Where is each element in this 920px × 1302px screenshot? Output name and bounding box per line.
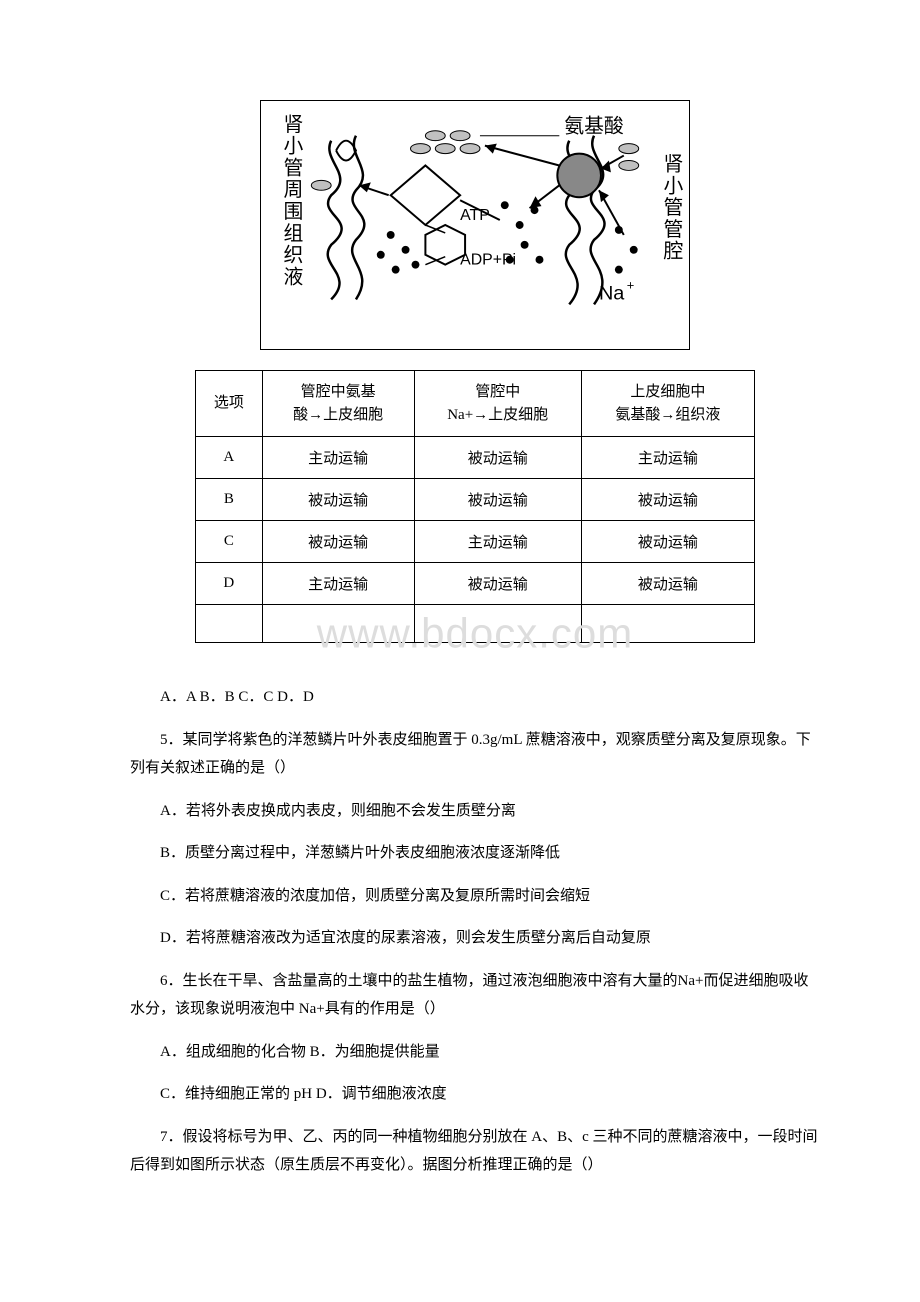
svg-text:小: 小 bbox=[663, 175, 683, 197]
q7-stem: 7．假设将标号为甲、乙、丙的同一种植物细胞分别放在 A、B、c 三种不同的蔗糖溶… bbox=[130, 1123, 820, 1180]
q6-options-cd: C．维持细胞正常的 pH D．调节细胞液浓度 bbox=[130, 1080, 820, 1109]
header-option: 选项 bbox=[196, 371, 263, 437]
svg-text:织: 织 bbox=[284, 245, 304, 267]
q5-option-d: D．若将蔗糖溶液改为适宜浓度的尿素溶液，则会发生质壁分离后自动复原 bbox=[130, 924, 820, 953]
diagram-container: 肾 小 管 周 围 组 织 液 肾 小 管 管 腔 氨基酸 bbox=[130, 100, 820, 350]
header-col1: 管腔中氨基 酸→上皮细胞 bbox=[262, 371, 414, 437]
svg-text:管: 管 bbox=[663, 197, 683, 219]
table-row: B 被动运输 被动运输 被动运输 bbox=[196, 479, 755, 521]
header-col2: 管腔中 Na+→上皮细胞 bbox=[414, 371, 581, 437]
svg-text:Na: Na bbox=[599, 282, 625, 304]
svg-text:围: 围 bbox=[284, 201, 304, 223]
q5-option-c: C．若将蔗糖溶液的浓度加倍，则质壁分离及复原所需时间会缩短 bbox=[130, 882, 820, 911]
q6-options-ab: A．组成细胞的化合物 B．为细胞提供能量 bbox=[130, 1038, 820, 1067]
svg-text:周: 周 bbox=[284, 179, 304, 201]
table-header-row: 选项 管腔中氨基 酸→上皮细胞 管腔中 Na+→上皮细胞 上皮细胞中 氨基酸→组… bbox=[196, 371, 755, 437]
table-empty-row bbox=[196, 605, 755, 643]
transport-table: 选项 管腔中氨基 酸→上皮细胞 管腔中 Na+→上皮细胞 上皮细胞中 氨基酸→组… bbox=[195, 370, 755, 643]
svg-text:液: 液 bbox=[284, 267, 304, 289]
svg-text:肾: 肾 bbox=[663, 153, 683, 175]
table-row: A 主动运输 被动运输 主动运输 bbox=[196, 437, 755, 479]
q5-option-b: B．质壁分离过程中，洋葱鳞片叶外表皮细胞液浓度逐渐降低 bbox=[130, 839, 820, 868]
table-row: C 被动运输 主动运输 被动运输 bbox=[196, 521, 755, 563]
svg-text:ADP+Pi: ADP+Pi bbox=[460, 252, 516, 269]
q6-stem: 6．生长在干旱、含盐量高的土壤中的盐生植物，通过液泡细胞液中溶有大量的Na+而促… bbox=[130, 967, 820, 1024]
q5-stem: 5．某同学将紫色的洋葱鳞片叶外表皮细胞置于 0.3g/mL 蔗糖溶液中，观察质壁… bbox=[130, 726, 820, 783]
q4-answer-line: A．A B．B C．C D．D bbox=[130, 683, 820, 712]
transport-table-container: 选项 管腔中氨基 酸→上皮细胞 管腔中 Na+→上皮细胞 上皮细胞中 氨基酸→组… bbox=[130, 370, 820, 643]
svg-text:ATP: ATP bbox=[460, 207, 490, 224]
svg-text:氨基酸: 氨基酸 bbox=[564, 116, 624, 138]
table-row: D 主动运输 被动运输 被动运输 bbox=[196, 563, 755, 605]
svg-text:+: + bbox=[627, 277, 635, 292]
svg-text:管: 管 bbox=[284, 157, 304, 179]
header-col3: 上皮细胞中 氨基酸→组织液 bbox=[581, 371, 754, 437]
svg-text:管: 管 bbox=[663, 219, 683, 241]
q5-option-a: A．若将外表皮换成内表皮，则细胞不会发生质壁分离 bbox=[130, 797, 820, 826]
svg-text:组: 组 bbox=[284, 223, 304, 245]
svg-text:腔: 腔 bbox=[663, 241, 683, 263]
kidney-tubule-diagram: 肾 小 管 周 围 组 织 液 肾 小 管 管 腔 氨基酸 bbox=[260, 100, 690, 350]
svg-text:小: 小 bbox=[284, 136, 304, 158]
svg-text:肾: 肾 bbox=[284, 114, 304, 136]
